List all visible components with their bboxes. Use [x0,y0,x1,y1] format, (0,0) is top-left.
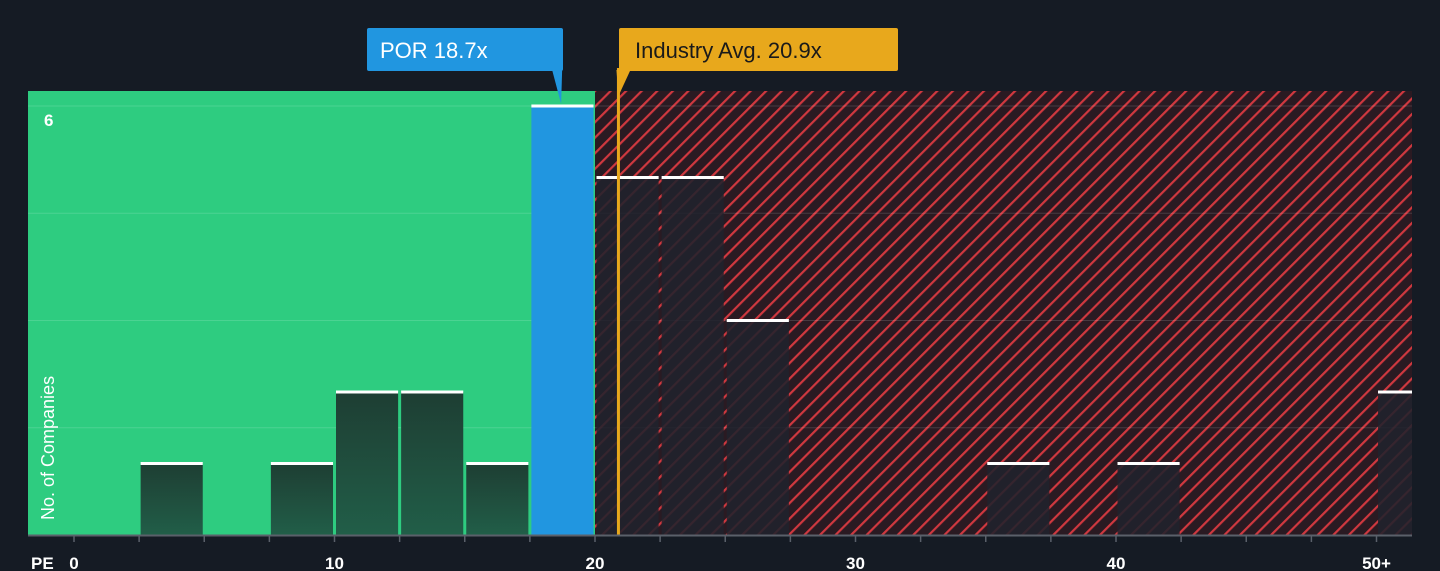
x-axis-title: PE [31,554,54,571]
bar-cap [531,104,594,108]
bar-peer [466,463,529,535]
bar-peer [270,463,333,535]
x-tick-label: 0 [69,554,78,571]
company-label: POR 18.7x [367,28,563,104]
x-tick-label: 30 [846,554,865,571]
bar-cap [1378,390,1412,394]
bar-peer [336,392,399,535]
bar-cap [596,176,659,179]
bar-above [1378,392,1412,535]
y-axis-title: No. of Companies [38,376,58,520]
bar-above [987,463,1050,535]
x-ticks: 0 10 20 30 40 50+ [69,535,1391,571]
bar-cap [401,390,464,394]
bar-cap [466,462,529,465]
bar-cap [140,462,203,465]
bar-peer [401,392,464,535]
bar-cap [987,462,1050,465]
bar-above [596,177,659,535]
company-label-text: POR 18.7x [380,38,488,63]
bar-cap [661,176,724,179]
bar-above [1117,463,1180,535]
y-tick-label-6: 6 [44,111,53,130]
industry-label-text: Industry Avg. 20.9x [635,38,822,63]
bars [140,104,1412,535]
bar-peer [140,463,203,535]
bar-cap [1117,462,1180,465]
x-tick-label: 20 [586,554,605,571]
industry-label: Industry Avg. 20.9x [616,28,898,96]
bar-above [726,320,789,535]
x-tick-label: 40 [1107,554,1126,571]
bar-above [661,177,724,535]
bar-cap [336,390,399,394]
bar-cap [270,462,333,465]
fair-value-region [28,91,595,535]
x-tick-label: 50+ [1362,554,1391,571]
x-tick-label: 10 [325,554,344,571]
bar-company [531,106,594,535]
bar-cap [726,319,789,322]
